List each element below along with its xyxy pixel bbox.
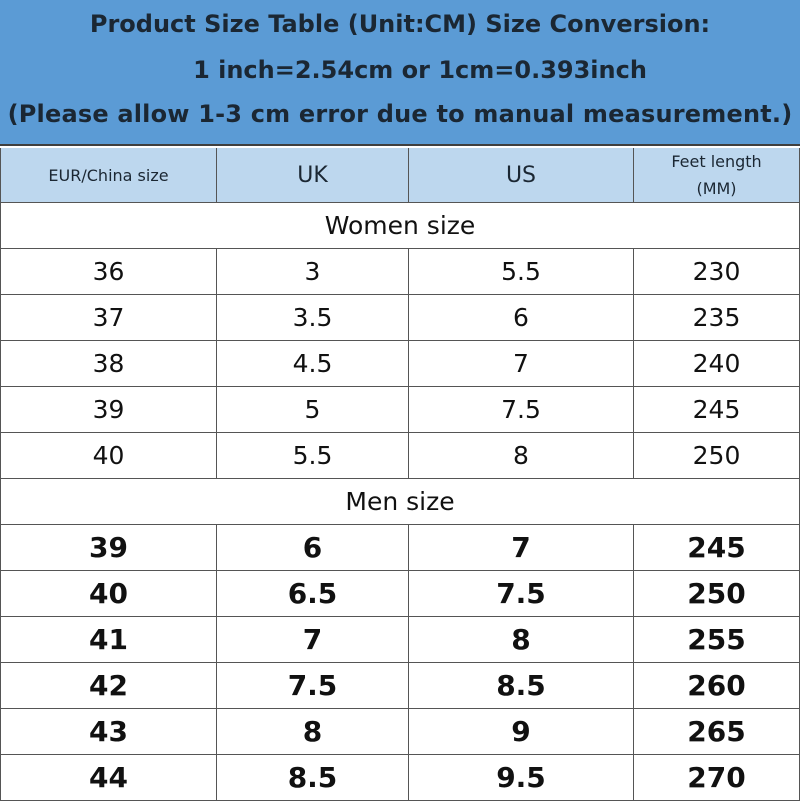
table-row: 38 4.5 7 240	[0, 341, 800, 387]
us-cell: 6	[409, 295, 634, 341]
table-row: 42 7.5 8.5 260	[0, 663, 800, 709]
uk-cell: 5	[217, 387, 409, 433]
eur-cell: 44	[0, 755, 217, 801]
table-row: 40 6.5 7.5 250	[0, 571, 800, 617]
eur-cell: 36	[0, 249, 217, 295]
men-section-label: Men size	[0, 479, 800, 525]
table-row: 41 7 8 255	[0, 617, 800, 663]
us-cell: 5.5	[409, 249, 634, 295]
us-cell: 9	[409, 709, 634, 755]
banner-conversion: 1 inch=2.54cm or 1cm=0.393inch	[193, 56, 647, 84]
feet-length-cell: 245	[634, 387, 800, 433]
us-cell: 9.5	[409, 755, 634, 801]
us-cell: 8.5	[409, 663, 634, 709]
column-header-uk: UK	[217, 148, 409, 203]
table-row: 43 8 9 265	[0, 709, 800, 755]
uk-cell: 7.5	[217, 663, 409, 709]
eur-cell: 42	[0, 663, 217, 709]
us-cell: 8	[409, 617, 634, 663]
us-cell: 7	[409, 341, 634, 387]
column-header-us: US	[409, 148, 634, 203]
eur-cell: 39	[0, 387, 217, 433]
eur-cell: 41	[0, 617, 217, 663]
eur-cell: 37	[0, 295, 217, 341]
feet-length-cell: 245	[634, 525, 800, 571]
table-row: 37 3.5 6 235	[0, 295, 800, 341]
us-cell: 7.5	[409, 387, 634, 433]
feet-length-cell: 265	[634, 709, 800, 755]
feet-length-cell: 250	[634, 433, 800, 479]
eur-cell: 40	[0, 571, 217, 617]
uk-cell: 6	[217, 525, 409, 571]
uk-cell: 3	[217, 249, 409, 295]
eur-cell: 43	[0, 709, 217, 755]
eur-cell: 40	[0, 433, 217, 479]
uk-cell: 4.5	[217, 341, 409, 387]
feet-length-cell: 270	[634, 755, 800, 801]
us-cell: 7.5	[409, 571, 634, 617]
uk-cell: 8	[217, 709, 409, 755]
uk-cell: 6.5	[217, 571, 409, 617]
uk-cell: 8.5	[217, 755, 409, 801]
table-row: 36 3 5.5 230	[0, 249, 800, 295]
column-header-feet-length: Feet length (MM)	[634, 148, 800, 203]
women-section-label: Women size	[0, 203, 800, 249]
table-row: 40 5.5 8 250	[0, 433, 800, 479]
uk-cell: 7	[217, 617, 409, 663]
table-row: 39 6 7 245	[0, 525, 800, 571]
feet-length-cell: 240	[634, 341, 800, 387]
feet-length-label: Feet length	[671, 152, 762, 171]
feet-length-cell: 250	[634, 571, 800, 617]
feet-length-cell: 235	[634, 295, 800, 341]
uk-cell: 5.5	[217, 433, 409, 479]
uk-cell: 3.5	[217, 295, 409, 341]
table-row: 39 5 7.5 245	[0, 387, 800, 433]
banner-title: Product Size Table (Unit:CM) Size Conver…	[89, 10, 711, 38]
eur-cell: 38	[0, 341, 217, 387]
us-cell: 7	[409, 525, 634, 571]
table-row: 44 8.5 9.5 270	[0, 755, 800, 801]
size-table-banner: Product Size Table (Unit:CM) Size Conver…	[0, 0, 800, 146]
feet-length-cell: 230	[634, 249, 800, 295]
banner-disclaimer: (Please allow 1-3 cm error due to manual…	[7, 100, 793, 128]
feet-length-cell: 255	[634, 617, 800, 663]
feet-length-unit: (MM)	[696, 179, 737, 198]
eur-cell: 39	[0, 525, 217, 571]
feet-length-cell: 260	[634, 663, 800, 709]
us-cell: 8	[409, 433, 634, 479]
column-header-eur: EUR/China size	[0, 148, 217, 203]
